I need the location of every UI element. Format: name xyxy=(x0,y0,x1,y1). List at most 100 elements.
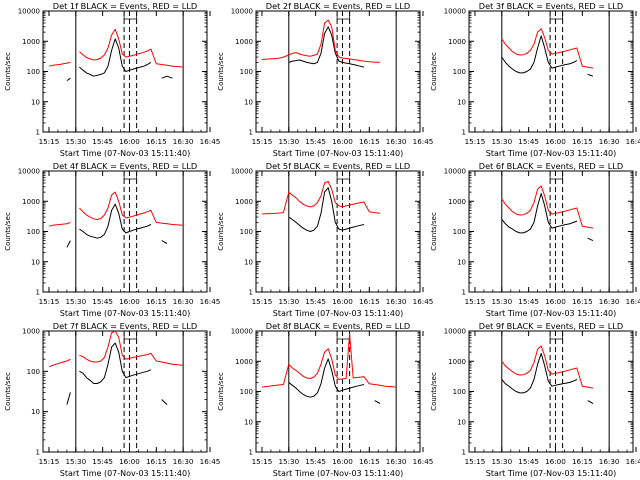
chart-title: Det 6f BLACK = Events, RED = LLD xyxy=(479,161,623,171)
flare-interval-marker xyxy=(336,173,351,180)
x-axis-label: Start Time (07-Nov-03 15:11:40) xyxy=(486,309,616,318)
x-tick-label: 16:30 xyxy=(173,297,194,306)
y-tick-label: 1 xyxy=(462,449,466,457)
x-tick-label: 16:45 xyxy=(413,457,434,466)
y-tick-label: 10000 xyxy=(18,8,40,16)
plot-frame xyxy=(255,170,421,293)
x-tick-label: 15:30 xyxy=(65,137,86,146)
x-axis-label: Start Time (07-Nov-03 15:11:40) xyxy=(486,149,616,158)
y-tick-label: 1 xyxy=(249,129,253,137)
y-tick-label: 1000 xyxy=(448,38,466,46)
x-axis-label: Start Time (07-Nov-03 15:11:40) xyxy=(486,469,616,478)
series-line-lld xyxy=(501,185,594,229)
x-tick-label: 15:15 xyxy=(465,137,486,146)
x-tick-label: 16:15 xyxy=(146,137,167,146)
plot-frame xyxy=(42,10,208,133)
series-line-lld xyxy=(48,191,184,227)
series-line-lld xyxy=(261,181,381,215)
flare-interval-marker xyxy=(123,173,138,180)
chart-panel-8: Det 8f BLACK = Events, RED = LLD Counts/s… xyxy=(217,321,433,478)
x-tick-label: 16:45 xyxy=(200,297,221,306)
flare-interval-marker xyxy=(123,333,138,340)
y-tick-label: 100 xyxy=(27,228,40,236)
x-tick-label: 16:15 xyxy=(572,457,593,466)
x-tick-label: 16:30 xyxy=(386,457,407,466)
y-tick-label: 10000 xyxy=(444,328,466,336)
x-tick-label: 16:15 xyxy=(359,457,380,466)
plot-area xyxy=(261,333,397,404)
flare-interval-marker xyxy=(336,333,351,340)
x-tick-label: 16:00 xyxy=(545,137,566,146)
x-tick-label: 15:30 xyxy=(278,297,299,306)
chart-title: Det 1f BLACK = Events, RED = LLD xyxy=(53,1,197,11)
flare-interval-marker xyxy=(549,173,564,180)
series-line-lld xyxy=(48,331,184,368)
y-tick-label: 100 xyxy=(453,68,466,76)
chart-panel-7: Det 7f BLACK = Events, RED = LLD Counts/s… xyxy=(4,321,220,478)
x-axis-label: Start Time (07-Nov-03 15:11:40) xyxy=(273,469,403,478)
chart-title: Det 2f BLACK = Events, RED = LLD xyxy=(266,1,410,11)
x-tick-label: 15:30 xyxy=(65,457,86,466)
x-tick-label: 15:15 xyxy=(252,297,273,306)
y-tick-label: 10 xyxy=(457,258,466,266)
x-tick-label: 15:30 xyxy=(491,297,512,306)
x-tick-label: 15:45 xyxy=(518,297,539,306)
x-tick-label: 16:15 xyxy=(572,137,593,146)
x-tick-label: 15:45 xyxy=(305,457,326,466)
x-tick-label: 16:30 xyxy=(599,137,620,146)
x-tick-label: 15:30 xyxy=(278,457,299,466)
y-tick-label: 1000 xyxy=(22,38,40,46)
x-tick-label: 16:45 xyxy=(626,457,640,466)
y-axis-label: Counts/sec xyxy=(430,212,438,251)
y-axis-label: Counts/sec xyxy=(430,372,438,411)
x-tick-label: 16:45 xyxy=(626,137,640,146)
series-line-lld xyxy=(501,28,594,69)
series-line-events xyxy=(288,187,365,232)
plot-area xyxy=(48,191,184,248)
y-tick-label: 100 xyxy=(27,68,40,76)
x-tick-label: 16:30 xyxy=(173,137,194,146)
chart-title: Det 5f BLACK = Events, RED = LLD xyxy=(266,161,410,171)
x-axis-label: Start Time (07-Nov-03 15:11:40) xyxy=(273,149,403,158)
y-tick-label: 1000 xyxy=(448,198,466,206)
plot-area xyxy=(501,185,594,242)
series-line-events xyxy=(501,353,594,404)
x-tick-label: 16:15 xyxy=(572,297,593,306)
y-tick-label: 100 xyxy=(240,228,253,236)
y-tick-label: 1 xyxy=(36,289,40,297)
x-tick-label: 16:15 xyxy=(359,297,380,306)
x-tick-label: 15:45 xyxy=(518,137,539,146)
plot-area xyxy=(261,181,381,232)
x-axis-label: Start Time (07-Nov-03 15:11:40) xyxy=(60,149,190,158)
plot-frame xyxy=(468,170,634,293)
series-line-events xyxy=(288,358,381,404)
x-tick-label: 15:30 xyxy=(491,457,512,466)
x-tick-label: 15:45 xyxy=(92,137,113,146)
y-tick-label: 10 xyxy=(244,418,253,426)
y-tick-label: 10000 xyxy=(444,8,466,16)
y-axis-label: Counts/sec xyxy=(430,52,438,91)
series-line-lld xyxy=(501,345,594,389)
chart-panel-1: Det 1f BLACK = Events, RED = LLD Counts/s… xyxy=(4,1,220,158)
x-tick-label: 16:45 xyxy=(413,297,434,306)
x-tick-label: 16:00 xyxy=(545,297,566,306)
y-tick-label: 1 xyxy=(462,129,466,137)
y-tick-label: 1 xyxy=(249,449,253,457)
x-tick-label: 16:30 xyxy=(173,457,194,466)
x-tick-label: 16:00 xyxy=(332,457,353,466)
y-tick-label: 10 xyxy=(244,98,253,106)
y-tick-label: 1000 xyxy=(448,358,466,366)
y-tick-label: 10000 xyxy=(231,168,253,176)
x-tick-label: 16:15 xyxy=(359,137,380,146)
y-tick-label: 1 xyxy=(36,449,40,457)
y-tick-label: 1000 xyxy=(235,38,253,46)
series-line-lld xyxy=(261,333,397,388)
plot-area xyxy=(261,19,381,68)
y-tick-label: 10 xyxy=(31,258,40,266)
x-tick-label: 15:45 xyxy=(305,137,326,146)
chart-panel-5: Det 5f BLACK = Events, RED = LLD Counts/s… xyxy=(217,161,433,318)
x-axis-label: Start Time (07-Nov-03 15:11:40) xyxy=(273,309,403,318)
y-tick-label: 10 xyxy=(457,418,466,426)
y-axis-label: Counts/sec xyxy=(4,372,12,411)
